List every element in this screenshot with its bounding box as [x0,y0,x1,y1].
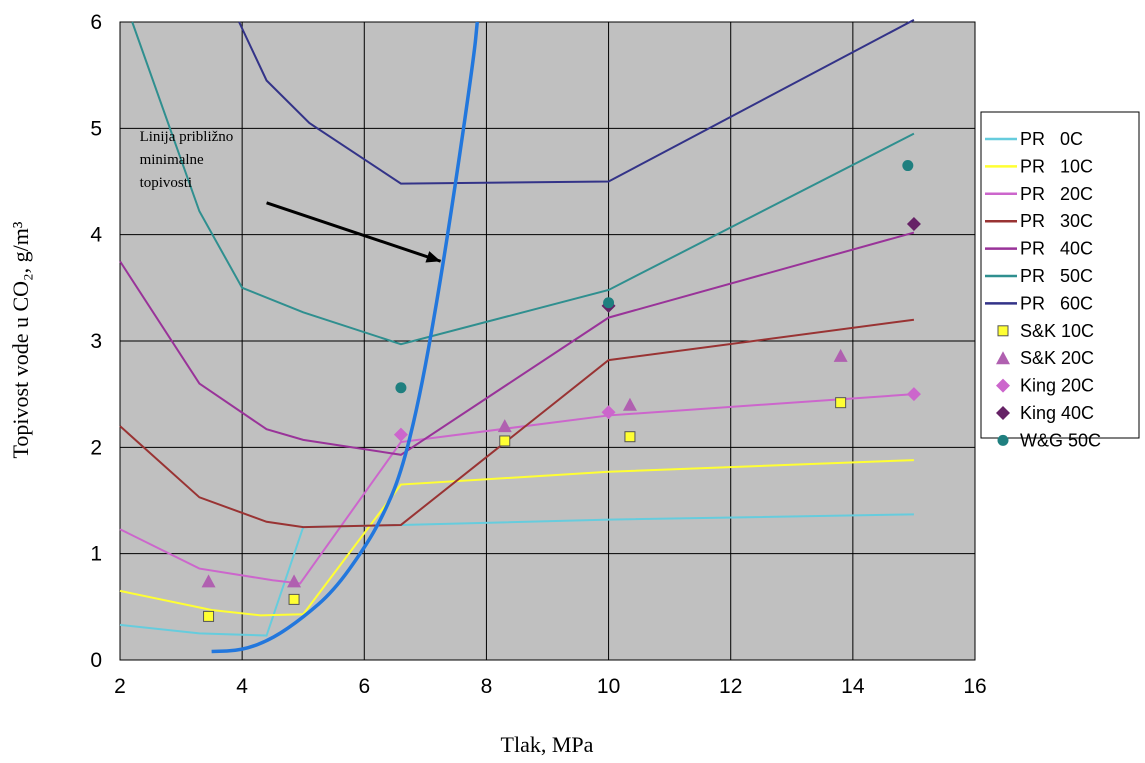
x-axis-ticks: 2 4 6 8 10 12 14 16 [114,675,987,698]
y-tick-label: 6 [90,11,102,34]
legend-swatch-sandk-10c [997,325,1009,337]
data-point-wandg-50c [902,160,914,172]
series-line-pr-10c [119,459,914,617]
annotation-arrow-head [425,251,441,263]
series-line-pr-40c [119,231,915,456]
legend-label-pr-50c: PR 50C [1020,266,1093,286]
legend-label-king-40c: King 40C [1020,403,1094,423]
data-point-wandg-50c [603,297,615,309]
data-point-sandk-20c [622,397,637,411]
x-tick-label: 10 [597,675,620,698]
series-lines [119,18,915,637]
y-tick-label: 1 [90,543,102,566]
x-tick-label: 6 [358,675,370,698]
y-tick-label: 3 [90,330,102,353]
legend-label-wandg-50c: W&G 50C [1020,430,1101,450]
x-axis-title: Tlak, MPa [501,732,594,757]
legend-label-king-20c: King 20C [1020,376,1094,396]
y-axis-ticks: 0 1 2 3 4 5 6 [90,11,102,672]
annotation-text-line: topivosti [140,175,193,191]
legend-label-pr-0c: PR 0C [1020,129,1083,149]
data-point-sandk-20c [287,574,302,588]
series-markers [201,160,921,622]
data-point-sandk-20c [497,419,512,433]
data-point-wandg-50c [395,382,407,394]
data-point-sandk-10c [203,610,215,622]
legend-label-pr-10c: PR 10C [1020,156,1093,176]
y-tick-label: 0 [90,649,102,672]
data-point-king-20c [393,427,408,442]
legend-swatch-king-40c [996,406,1010,420]
data-point-sandk-10c [624,431,636,443]
x-tick-label: 4 [236,675,248,698]
y-tick-label: 2 [90,436,102,459]
legend-label-pr-30c: PR 30C [1020,211,1093,231]
legend-swatch-sandk-20c [996,351,1010,365]
series-line-pr-30c [119,318,915,529]
legend-label-sandk-20c: S&K 20C [1020,348,1094,368]
annotation-arrow-shaft [266,201,442,263]
data-point-sandk-10c [288,593,300,605]
series-line-pr-50c [131,21,915,346]
y-tick-label: 4 [90,224,102,247]
data-point-sandk-10c [499,435,511,447]
legend-label-pr-20c: PR 20C [1020,184,1093,204]
data-point-king-20c [906,387,921,402]
x-tick-label: 14 [841,675,865,698]
annotation-text-line: minimalne [140,152,204,168]
data-point-sandk-20c [201,574,216,588]
legend-label-pr-60c: PR 60C [1020,293,1093,313]
series-line-pr-60c [238,18,915,185]
data-point-sandk-10c [835,397,847,409]
x-tick-label: 2 [114,675,126,698]
y-axis-title: Topivost vode u CO₂, g/m³ [8,221,33,458]
annotation-text-line: Linija približno [140,129,234,145]
x-tick-label: 8 [481,675,493,698]
min-solubility-line-group [211,21,480,654]
data-point-king-40c [906,217,921,232]
x-tick-label: 12 [719,675,742,698]
data-point-sandk-20c [833,348,848,362]
legend-swatch-wandg-50c [997,434,1009,446]
legend-label-sandk-10c: S&K 10C [1020,321,1094,341]
min-solubility-curve [211,21,480,654]
y-tick-label: 5 [90,117,102,140]
data-point-king-20c [601,405,616,420]
legend: PR 0C PR 10C PR 20C PR 30C PR 40C PR 50C PR 60… [980,111,1140,450]
legend-swatch-king-20c [996,378,1010,393]
grid [119,21,976,661]
legend-label-pr-40c: PR 40C [1020,239,1093,259]
annotation: Linija približno minimalne topivosti [140,129,442,263]
x-tick-label: 16 [963,675,986,698]
